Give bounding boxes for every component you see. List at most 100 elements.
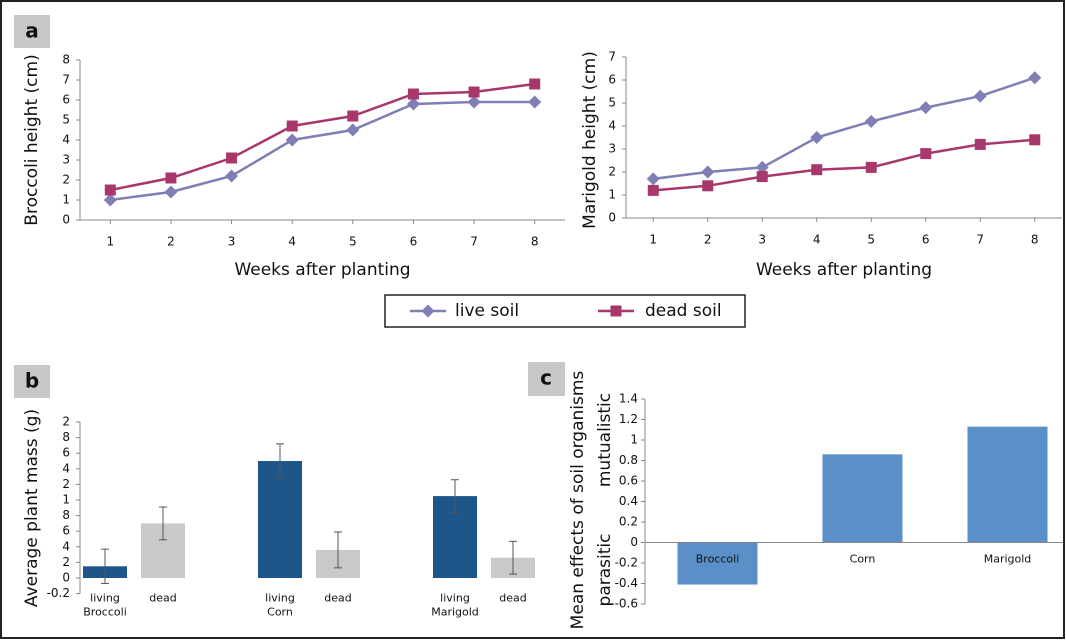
marker	[529, 78, 541, 90]
x-tick-label: 5	[349, 235, 357, 249]
bar-label: living	[90, 592, 120, 605]
y-tick-label: 1	[630, 433, 638, 447]
marker	[407, 88, 419, 100]
y-tick-label: 0	[608, 211, 616, 225]
panel-box	[14, 15, 50, 48]
y-tick-label: 1.4	[619, 392, 638, 406]
x-tick-label: 3	[758, 233, 766, 247]
marker	[973, 89, 987, 103]
marker	[647, 184, 659, 196]
x-axis-title: Weeks after planting	[234, 260, 410, 280]
y-tick-label: 0	[62, 213, 70, 227]
y-tick-label: 0.8	[619, 453, 638, 467]
marker	[347, 110, 359, 122]
marker	[165, 172, 177, 184]
x-tick-label: 7	[470, 235, 478, 249]
category-label: Marigold	[431, 606, 479, 619]
y-tick-label: 5	[62, 113, 70, 127]
panel-label: a	[25, 19, 39, 43]
y-tick-label: 0.4	[619, 494, 638, 508]
y-tick-label: 1	[608, 188, 616, 202]
marker	[811, 164, 823, 176]
bar-label: dead	[149, 592, 176, 605]
y-tick-label: 8	[62, 430, 70, 444]
marker	[467, 95, 481, 109]
x-tick-label: 5	[867, 233, 875, 247]
y-tick-label: 1.2	[619, 412, 638, 426]
y-tick-label: -0.4	[615, 576, 638, 590]
annotation: mutualistic	[595, 393, 615, 487]
x-tick-label: 1	[649, 233, 657, 247]
panel-box	[14, 365, 50, 398]
x-tick-label: 2	[704, 233, 712, 247]
x-tick-label: 6	[410, 235, 418, 249]
series-line	[653, 138, 1035, 192]
series-line	[110, 82, 535, 192]
y-tick-label: -0.2	[47, 586, 70, 600]
marker	[646, 172, 660, 186]
marker	[865, 161, 877, 173]
legend-box	[384, 294, 746, 328]
y-tick-label: 8	[62, 53, 70, 67]
panel-label: b	[25, 369, 39, 393]
marker	[406, 97, 420, 111]
x-tick-label: 2	[167, 235, 175, 249]
y-tick-label: 1	[62, 493, 70, 507]
legend-marker	[610, 305, 622, 317]
x-tick-label: 6	[922, 233, 930, 247]
y-axis-title: Marigold height (cm)	[580, 51, 600, 229]
y-tick-label: -0.2	[615, 556, 638, 570]
x-tick-label: 8	[1031, 233, 1039, 247]
category-label: Corn	[267, 606, 293, 619]
marker	[702, 180, 714, 192]
marker	[164, 185, 178, 199]
x-axis-title: Weeks after planting	[756, 260, 932, 280]
marker	[1029, 134, 1041, 146]
legend-marker	[421, 304, 435, 318]
y-tick-label: 6	[62, 446, 70, 460]
bar-label: living	[265, 592, 295, 605]
y-tick-label: 0	[630, 535, 638, 549]
marker	[226, 152, 238, 164]
marker	[755, 160, 769, 174]
y-tick-label: 0.6	[619, 474, 638, 488]
y-tick-label: 2	[62, 173, 70, 187]
y-tick-label: 1	[62, 193, 70, 207]
y-tick-label: 5	[608, 96, 616, 110]
legend-label: live soil	[455, 301, 519, 321]
bar-label: living	[440, 592, 470, 605]
y-tick-label: 4	[608, 119, 616, 133]
bar	[967, 426, 1048, 543]
y-tick-label: 2	[62, 555, 70, 569]
marker	[346, 123, 360, 137]
x-tick-label: 4	[288, 235, 296, 249]
marker	[919, 101, 933, 115]
y-tick-label: 7	[62, 73, 70, 87]
y-tick-label: 6	[608, 73, 616, 87]
marker	[104, 184, 116, 196]
marker	[974, 138, 986, 150]
y-tick-label: 4	[62, 539, 70, 553]
marker	[756, 171, 768, 183]
x-tick-label: 1	[106, 235, 114, 249]
marker	[528, 95, 542, 109]
series-line	[653, 76, 1036, 181]
category-label: Marigold	[984, 553, 1032, 566]
y-tick-label: 0.2	[619, 515, 638, 529]
category-label: Broccoli	[696, 553, 740, 566]
marker	[864, 114, 878, 128]
y-tick-label: 2	[62, 477, 70, 491]
y-tick-label: -0.6	[615, 597, 638, 611]
marker	[701, 165, 715, 179]
marker	[920, 148, 932, 160]
x-tick-label: 8	[531, 235, 539, 249]
marker	[103, 193, 117, 207]
x-tick-label: 7	[976, 233, 984, 247]
y-tick-label: 8	[62, 508, 70, 522]
panel-box	[528, 362, 565, 396]
x-tick-label: 4	[813, 233, 821, 247]
marker	[285, 133, 299, 147]
annotation: parasitic	[595, 534, 615, 607]
